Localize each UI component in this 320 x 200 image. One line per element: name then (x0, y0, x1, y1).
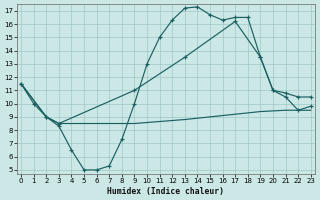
X-axis label: Humidex (Indice chaleur): Humidex (Indice chaleur) (108, 187, 224, 196)
